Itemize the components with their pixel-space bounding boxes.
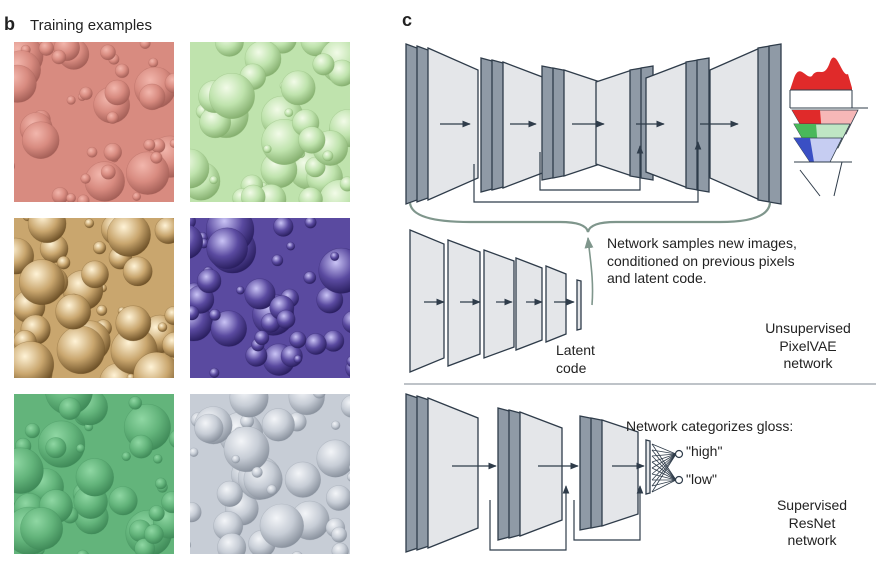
resnet-block-1-face — [427, 397, 479, 549]
output-low-label: "low" — [686, 471, 717, 487]
resnet-block-2-side — [508, 409, 522, 539]
resnet-network-label: Supervised ResNet network — [776, 497, 848, 548]
fc-connection — [651, 449, 677, 455]
output-node-high — [674, 449, 684, 459]
fc-connection — [651, 455, 677, 481]
pixel-distribution-icon — [789, 57, 868, 197]
texture-gold-glossy — [14, 218, 174, 378]
decoder-block-2-face — [502, 61, 546, 189]
decoder-block-1-side — [416, 45, 430, 203]
resnet-block-1-side — [416, 395, 430, 551]
resnet-block-2-face — [519, 411, 563, 537]
fc-connection — [651, 473, 677, 481]
panel-c-letter: c — [402, 10, 413, 30]
decoder-skip-2 — [539, 145, 644, 191]
resnet-skip-1 — [489, 485, 570, 551]
pixelvae-network-label: Unsupervised PixelVAE network — [765, 320, 851, 371]
resnet-output-layer — [645, 439, 651, 495]
latent-to-decoder-arrow — [584, 236, 594, 306]
texture-green-matte — [14, 394, 174, 554]
latent-code-bar — [576, 279, 582, 331]
resnet-block-3-side — [579, 415, 593, 531]
decoder-block-4-face — [595, 69, 633, 177]
resnet-block-2-side — [497, 407, 511, 541]
fc-connection — [651, 449, 677, 481]
fc-connection — [651, 479, 677, 493]
encoder-layer-2 — [447, 239, 481, 367]
fc-connection — [651, 453, 677, 487]
fc-connection — [651, 453, 677, 493]
resnet-skip-2 — [573, 485, 644, 541]
training-examples-title: Training examples — [30, 17, 152, 34]
fc-connection — [651, 453, 677, 475]
fc-connection — [651, 443, 677, 481]
decoder-block-2-side — [491, 59, 505, 191]
decoder-brace — [408, 202, 772, 233]
encoder-layer-5 — [545, 265, 567, 343]
fc-connection — [651, 443, 677, 455]
fc-connection — [651, 453, 677, 481]
encoder-layer-3 — [483, 249, 515, 359]
decoder-block-1-side — [405, 43, 419, 205]
pixelvae-caption: Network samples new images, conditioned … — [607, 235, 797, 286]
decoder-skip-1 — [473, 141, 702, 203]
output-node-low — [674, 475, 684, 485]
fc-connection — [651, 467, 677, 481]
decoder-block-5-side — [685, 59, 699, 191]
resnet-output-head — [651, 443, 684, 493]
resnet-caption: Network categorizes gloss: — [626, 418, 794, 434]
resnet-block-1-side — [405, 393, 419, 553]
encoder-layer-1 — [409, 229, 445, 373]
resnet-block-3-side — [590, 417, 604, 529]
encoder-layer-4 — [515, 257, 543, 351]
fc-connection — [651, 453, 677, 463]
decoder-block-5-side — [696, 57, 710, 193]
decoder-block-2-side — [480, 57, 494, 193]
texture-red-matte — [14, 42, 174, 202]
panel-b-letter: b — [4, 14, 15, 34]
fc-connection — [651, 453, 677, 457]
texture-green-glossy — [190, 42, 350, 202]
texture-silver-glossy — [190, 394, 350, 554]
decoder-block-3-side — [552, 67, 566, 179]
decoder-block-3-side — [541, 65, 555, 181]
decoder-block-5-face — [645, 61, 689, 189]
decoder-block-6-side — [757, 45, 771, 203]
decoder-block-3-face — [563, 69, 601, 177]
fc-connection — [651, 453, 677, 469]
decoder-block-6-side — [768, 43, 782, 205]
output-high-label: "high" — [686, 443, 723, 459]
resnet-block-3-face — [601, 419, 639, 527]
fc-connection — [651, 461, 677, 481]
texture-purple-glossy — [190, 218, 350, 378]
latent-code-label: Latent code — [556, 342, 595, 376]
